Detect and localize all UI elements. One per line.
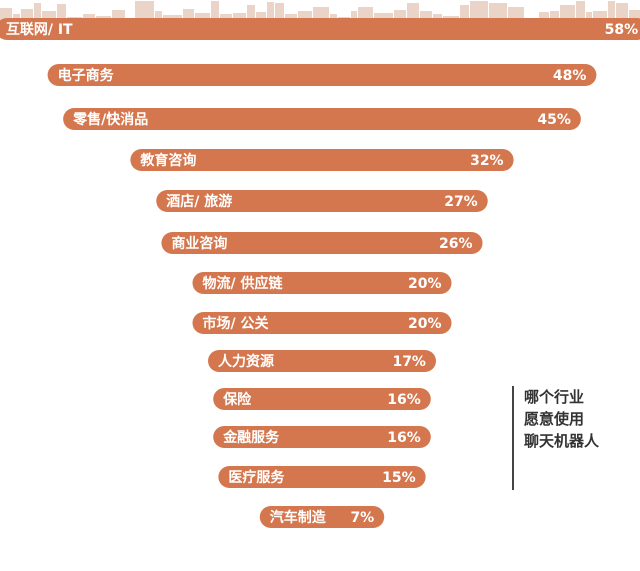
annotation-line-2: 愿意使用 bbox=[524, 410, 585, 428]
annotation-callout: 哪个行业 愿意使用 聊天机器人 bbox=[512, 386, 634, 490]
skyline-building bbox=[351, 11, 357, 24]
bar bbox=[213, 388, 431, 410]
category-label: 电子商务 bbox=[58, 67, 115, 84]
skyline-building bbox=[211, 1, 219, 24]
value-label: 26% bbox=[439, 236, 473, 252]
value-label: 20% bbox=[408, 276, 442, 292]
value-label: 27% bbox=[444, 194, 478, 210]
category-label: 保险 bbox=[222, 391, 252, 408]
bar bbox=[192, 312, 452, 334]
bar bbox=[208, 350, 436, 372]
skyline-building bbox=[57, 4, 66, 24]
skyline-building bbox=[155, 11, 162, 24]
annotation-line-3: 聊天机器人 bbox=[524, 432, 600, 450]
bar bbox=[192, 272, 452, 294]
skyline-building bbox=[267, 2, 274, 24]
value-label: 17% bbox=[392, 354, 426, 370]
value-label: 16% bbox=[387, 392, 421, 408]
value-label: 20% bbox=[408, 316, 442, 332]
bar bbox=[259, 506, 385, 528]
skyline-building bbox=[183, 9, 194, 24]
bar bbox=[213, 426, 431, 448]
value-label: 15% bbox=[382, 470, 416, 486]
skyline-building bbox=[34, 3, 41, 24]
category-label: 酒店/ 旅游 bbox=[166, 193, 232, 210]
bars-group: 互联网/ IT 58% 电子商务 48% 零售/快消品 45% 教育咨询 32% 酒店/ 旅游 2… bbox=[0, 18, 640, 528]
category-label: 医疗服务 bbox=[228, 469, 285, 486]
skyline-building bbox=[275, 3, 284, 24]
category-label: 零售/快消品 bbox=[72, 111, 148, 128]
value-label: 7% bbox=[350, 510, 374, 526]
skyline-building bbox=[247, 5, 255, 24]
bar bbox=[63, 108, 581, 130]
value-label: 45% bbox=[537, 112, 571, 128]
annotation-line-1: 哪个行业 bbox=[524, 388, 585, 406]
skyline-building bbox=[576, 1, 585, 24]
category-label: 商业咨询 bbox=[171, 235, 227, 252]
bar bbox=[47, 64, 597, 86]
skyline-building bbox=[629, 10, 640, 24]
value-label: 32% bbox=[470, 153, 504, 169]
category-label: 市场/ 公关 bbox=[203, 315, 269, 332]
category-label: 金融服务 bbox=[222, 429, 280, 446]
bar bbox=[130, 149, 514, 171]
skyline-building bbox=[550, 11, 559, 24]
skyline-building bbox=[608, 1, 615, 24]
skyline-building bbox=[460, 5, 469, 24]
bar bbox=[0, 18, 640, 40]
value-label: 16% bbox=[387, 430, 421, 446]
category-label: 物流/ 供应链 bbox=[203, 275, 284, 292]
value-label: 48% bbox=[553, 68, 587, 84]
value-label: 58% bbox=[605, 22, 639, 38]
bar bbox=[161, 232, 483, 254]
category-label: 人力资源 bbox=[218, 353, 274, 370]
category-label: 汽车制造 bbox=[270, 509, 326, 526]
bar bbox=[218, 466, 426, 488]
category-label: 教育咨询 bbox=[140, 152, 196, 169]
category-label: 互联网/ IT bbox=[6, 22, 73, 38]
bar bbox=[156, 190, 488, 212]
